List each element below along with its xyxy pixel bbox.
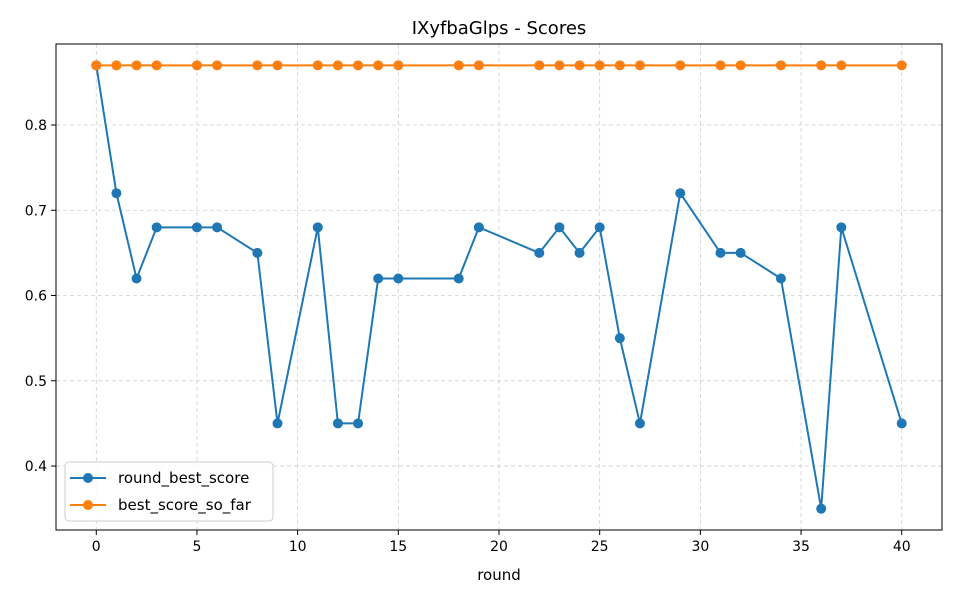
data-point bbox=[353, 60, 364, 71]
data-point bbox=[675, 188, 686, 199]
data-point bbox=[594, 60, 605, 71]
data-point bbox=[131, 60, 142, 71]
series-group bbox=[91, 60, 907, 514]
data-point bbox=[212, 60, 223, 71]
legend-label: round_best_score bbox=[118, 469, 249, 488]
data-point bbox=[151, 60, 162, 71]
y-tick-label: 0.8 bbox=[25, 118, 47, 134]
x-tick-label: 5 bbox=[192, 539, 201, 555]
data-point bbox=[634, 60, 645, 71]
data-point bbox=[715, 60, 726, 71]
x-tick-label: 20 bbox=[490, 539, 508, 555]
data-point bbox=[252, 60, 263, 71]
data-point bbox=[191, 222, 202, 233]
data-point bbox=[896, 60, 907, 71]
data-point bbox=[735, 60, 746, 71]
data-point bbox=[836, 60, 847, 71]
data-point bbox=[896, 418, 907, 429]
x-tick-label: 25 bbox=[591, 539, 609, 555]
data-point bbox=[131, 273, 142, 284]
data-point bbox=[735, 247, 746, 258]
series-line bbox=[95, 65, 903, 510]
chart-title: IXyfbaGlps - Scores bbox=[412, 18, 587, 39]
data-point bbox=[614, 60, 625, 71]
data-point bbox=[312, 60, 323, 71]
data-point bbox=[151, 222, 162, 233]
data-point bbox=[111, 60, 122, 71]
series-best_score_so_far bbox=[91, 60, 907, 71]
data-point bbox=[554, 222, 565, 233]
data-point bbox=[574, 247, 585, 258]
x-tick-label: 30 bbox=[691, 539, 709, 555]
data-point bbox=[614, 333, 625, 344]
data-point bbox=[393, 273, 404, 284]
legend-box bbox=[64, 461, 274, 522]
y-tick-label: 0.4 bbox=[25, 459, 47, 475]
x-tick-label: 40 bbox=[893, 539, 911, 555]
x-tick-label: 10 bbox=[289, 539, 307, 555]
data-point bbox=[91, 60, 102, 71]
data-point bbox=[453, 273, 464, 284]
data-point bbox=[191, 60, 202, 71]
data-point bbox=[836, 222, 847, 233]
data-point bbox=[675, 60, 686, 71]
data-point bbox=[594, 222, 605, 233]
data-point bbox=[393, 60, 404, 71]
data-point bbox=[373, 273, 384, 284]
data-point bbox=[775, 273, 786, 284]
data-point bbox=[212, 222, 223, 233]
data-point bbox=[574, 60, 585, 71]
y-tick-label: 0.7 bbox=[25, 203, 47, 219]
data-point bbox=[816, 60, 827, 71]
legend-label: best_score_so_far bbox=[118, 496, 252, 515]
x-tick-label: 0 bbox=[92, 539, 101, 555]
legend-swatch-marker bbox=[83, 473, 93, 483]
y-tick-label: 0.6 bbox=[25, 289, 47, 305]
x-tick-label: 15 bbox=[389, 539, 407, 555]
data-point bbox=[715, 247, 726, 258]
legend-swatch-marker bbox=[83, 500, 93, 510]
data-point bbox=[473, 222, 484, 233]
data-point bbox=[453, 60, 464, 71]
legend: round_best_score best_score_so_far bbox=[64, 461, 274, 522]
data-point bbox=[373, 60, 384, 71]
x-axis-label: round bbox=[477, 566, 521, 584]
y-tick-label: 0.5 bbox=[25, 374, 47, 390]
x-tick-label: 35 bbox=[792, 539, 810, 555]
data-point bbox=[272, 60, 283, 71]
axis-ticks: 0 5 10 15 20 25 30 35 40 0.4 0.5 0.6 0.7 0.8 bbox=[25, 118, 911, 555]
data-point bbox=[534, 247, 545, 258]
data-point bbox=[272, 418, 283, 429]
data-point bbox=[353, 418, 364, 429]
data-point bbox=[473, 60, 484, 71]
data-point bbox=[111, 188, 122, 199]
data-point bbox=[775, 60, 786, 71]
data-point bbox=[332, 418, 343, 429]
data-point bbox=[634, 418, 645, 429]
data-point bbox=[816, 503, 827, 514]
data-point bbox=[332, 60, 343, 71]
data-point bbox=[534, 60, 545, 71]
series-round_best_score bbox=[91, 60, 907, 514]
data-point bbox=[252, 247, 263, 258]
data-point bbox=[554, 60, 565, 71]
data-point bbox=[312, 222, 323, 233]
